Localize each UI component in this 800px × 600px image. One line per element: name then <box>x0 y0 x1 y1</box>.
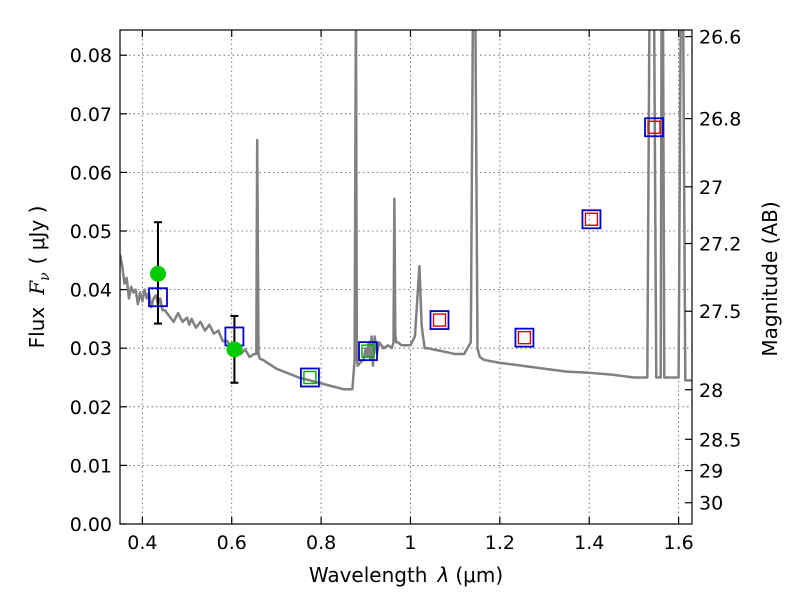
model-band-marker <box>358 341 378 362</box>
y-tick-label: 0.04 <box>70 280 112 302</box>
y2-tick-label: 26.6 <box>699 27 741 49</box>
y-tick-label: 0.00 <box>70 514 112 536</box>
y2-axis-title: Magnitude (AB) <box>758 201 782 356</box>
plot-frame <box>119 29 693 525</box>
y-tick-label: 0.07 <box>70 104 112 126</box>
y-tick-label: 0.06 <box>70 162 112 184</box>
y2-tick-label: 28.5 <box>699 429 741 451</box>
model-band-marker <box>514 327 535 348</box>
y2-tick-label: 27.2 <box>699 234 741 256</box>
model-band-marker <box>644 117 664 138</box>
y-tick-label: 0.05 <box>70 221 112 243</box>
y2-tick-label: 27.5 <box>699 301 741 323</box>
observed-point <box>149 265 166 282</box>
axis-ticks <box>120 30 692 525</box>
y2-tick-label: 30 <box>699 493 723 515</box>
model-band-inner-marker <box>517 330 532 345</box>
y-axis-title: FluxFν( μJy ) <box>25 206 53 349</box>
grid-lines <box>120 30 692 525</box>
x-tick-label: 0.8 <box>306 532 336 554</box>
x-tick-label: 0.6 <box>217 532 247 554</box>
x-tick-label: 0.4 <box>127 532 157 554</box>
model-band-inner-marker <box>303 370 317 385</box>
y2-tick-label: 26.8 <box>699 109 741 131</box>
tick-labels: 0.4 0.6 0.8 1 1.2 1.4 1.6 0.00 0.01 0.02 0.03 0.04 0… <box>70 27 742 554</box>
x-tick-label: 1.6 <box>663 532 693 554</box>
model-band-inner-marker <box>647 120 661 134</box>
y-tick-label: 0.03 <box>70 338 112 360</box>
spectrum-series <box>120 30 692 391</box>
model-band-inner-marker <box>584 212 599 226</box>
y2-tick-label: 28 <box>699 380 723 402</box>
x-tick-label: 1.2 <box>485 532 515 554</box>
model-band-marker <box>429 310 450 330</box>
model-band-marker <box>148 287 168 308</box>
x-axis-title: Wavelength λ (μm) <box>309 563 503 587</box>
model-band-marker <box>581 209 602 230</box>
model-band-inner-marker <box>361 344 375 358</box>
data-points <box>148 117 664 388</box>
model-band-marker <box>300 367 320 388</box>
y2-tick-label: 29 <box>699 461 723 483</box>
x-tick-label: 1.4 <box>574 532 604 554</box>
y-tick-label: 0.02 <box>70 397 112 419</box>
model-band-inner-marker <box>432 313 447 327</box>
y2-tick-label: 27 <box>699 177 723 199</box>
y-tick-label: 0.08 <box>70 45 112 67</box>
x-tick-label: 1 <box>404 532 416 554</box>
y-tick-label: 0.01 <box>70 455 112 477</box>
observed-point <box>226 341 243 358</box>
spectrum-line <box>120 30 692 391</box>
